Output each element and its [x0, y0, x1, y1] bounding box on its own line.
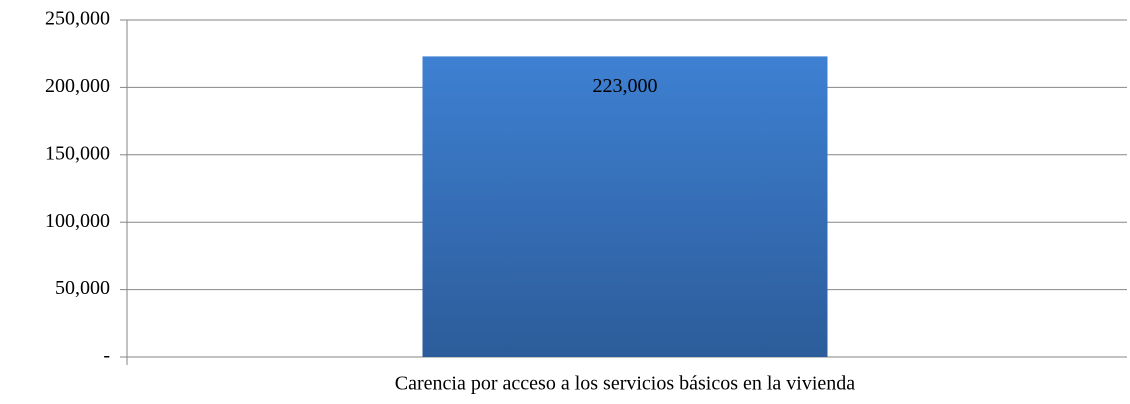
x-tick-label: Carencia por acceso a los servicios bási…: [395, 373, 856, 395]
y-tick-label: 50,000: [55, 277, 110, 299]
bar: [422, 56, 828, 358]
data-label: 223,000: [593, 75, 658, 97]
y-tick-label: 150,000: [45, 142, 110, 164]
y-tick-label: 100,000: [45, 210, 110, 232]
y-tick-label: 250,000: [45, 8, 110, 30]
y-tick-label: -: [103, 345, 110, 367]
y-tick-label: 200,000: [45, 75, 110, 97]
